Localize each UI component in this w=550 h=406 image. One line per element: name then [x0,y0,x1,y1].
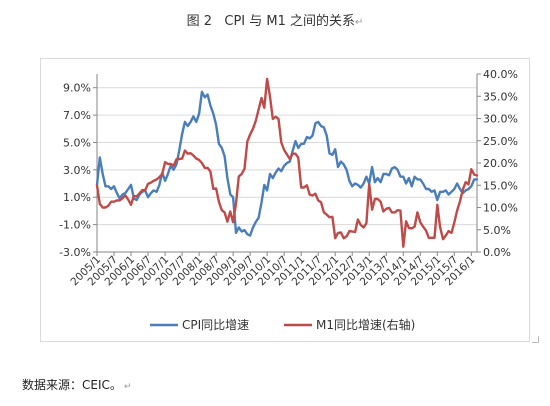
series-layer [95,77,479,248]
legend-label-m1: M1同比增速(右轴) [316,317,415,332]
x-ticks: 2005/12005/72006/12006/72007/12007/72008… [69,254,478,289]
paragraph-mark: ↵ [123,382,132,392]
figure-label: 图 2 [186,14,212,29]
series-line-cpi [95,90,479,237]
y-right-tick-label: 30.0% [483,113,518,126]
y-right-tick-label: 15.0% [483,179,518,192]
y-right-tick-label: 5.0% [483,224,511,237]
legend-label-cpi: CPI同比增速 [182,318,249,332]
y-left-tick-label: -3.0% [59,246,91,259]
y-right-tick-label: 20.0% [483,157,518,170]
figure-caption: 图 2 CPI 与 M1 之间的关系↵ [0,10,550,29]
y-left-tick-label: 3.0% [63,164,91,177]
source-text: 数据来源：CEIC。 [22,378,122,392]
y-left-tick-label: 7.0% [63,109,91,122]
source-note: 数据来源：CEIC。 ↵ [22,376,131,393]
y-left-ticks: -3.0% -1.0% 1.0% 3.0% 5.0% 7.0% 9.0% [59,82,91,259]
y-right-tick-label: 35.0% [483,90,518,103]
y-right-tick-label: 25.0% [483,135,518,148]
paragraph-mark: ↵ [355,17,364,28]
y-right-tick-label: 40.0% [483,68,518,81]
y-left-tick-label: 5.0% [63,136,91,149]
y-right-ticks: 0.0% 5.0% 10.0% 15.0% 20.0% 25.0% 30.0% 35.0% 40… [483,68,518,259]
legend: CPI同比增速 M1同比增速(右轴) [150,317,415,332]
axes [93,73,481,256]
corner-mark [532,336,539,343]
figure-title: CPI 与 M1 之间的关系 [224,14,356,29]
y-left-tick-label: 9.0% [63,82,91,95]
y-right-tick-label: 0.0% [483,246,511,259]
gridlines [97,87,477,253]
series-line-m1 [95,77,479,248]
y-left-tick-label: -1.0% [59,219,91,232]
y-right-tick-label: 10.0% [483,202,518,215]
y-left-tick-label: 1.0% [63,191,91,204]
chart-frame [40,58,530,342]
